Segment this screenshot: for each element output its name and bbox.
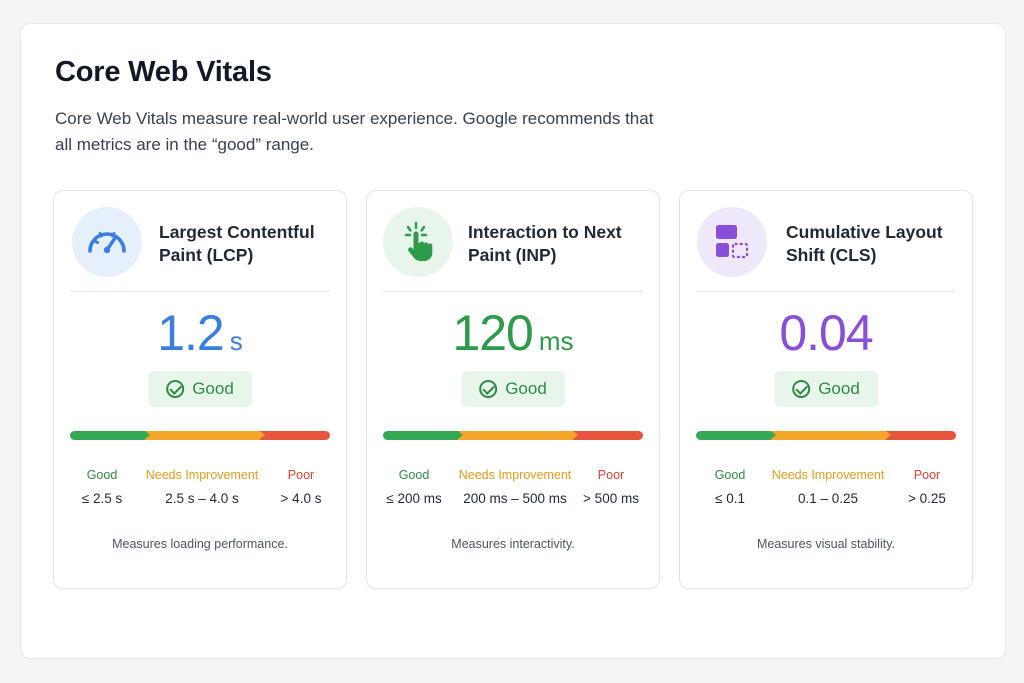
status-label: Good [818, 379, 860, 398]
metric-value: 0.04 [779, 305, 873, 361]
card-footer: Measures loading performance. [112, 537, 288, 551]
bar-divider-arrow [259, 431, 265, 439]
range-value-needs-improvement: 0.1 – 0.25 [797, 491, 859, 506]
card-footer: Measures interactivity. [451, 537, 575, 551]
speedometer-icon [72, 207, 142, 277]
threshold-bar [696, 431, 956, 440]
range-value-poor: > 0.25 [908, 491, 946, 506]
range-label-good: Good [398, 468, 430, 482]
bar-divider-arrow [572, 431, 578, 439]
range-good: Good ≤ 200 ms [379, 467, 449, 508]
card-title: Interaction to Next Paint (INP) [468, 222, 622, 265]
range-label-poor: Poor [597, 468, 625, 482]
divider [383, 291, 643, 292]
range-needs-improvement: Needs Improvement 2.5 s – 4.0 s [140, 467, 264, 508]
metric-value: 1.2 [157, 305, 225, 361]
range-label-needs-improvement: Needs Improvement [458, 468, 572, 482]
range-good: Good ≤ 0.1 [700, 467, 760, 508]
bar-divider-arrow [885, 431, 891, 439]
bar-poor-segment [572, 431, 643, 440]
bar-good-segment [383, 431, 459, 440]
range-poor: Poor > 4.0 s [268, 467, 334, 508]
metric: 0.04 [680, 304, 972, 362]
range-label-good: Good [714, 468, 746, 482]
metric-value: 120 [452, 305, 533, 361]
pointer-click-icon [383, 207, 453, 277]
range-label-needs-improvement: Needs Improvement [145, 468, 259, 482]
range-poor: Poor > 500 ms [573, 467, 649, 508]
range-poor: Poor > 0.25 [894, 467, 960, 508]
range-needs-improvement: Needs Improvement 200 ms – 500 ms [453, 467, 577, 508]
card-title: Cumulative Layout Shift (CLS) [786, 222, 943, 265]
bar-poor-segment [885, 431, 956, 440]
metric: 1.2 s [54, 304, 346, 362]
layout-shift-icon [697, 207, 767, 277]
range-label-needs-improvement: Needs Improvement [771, 468, 885, 482]
range-value-poor: > 4.0 s [280, 491, 322, 506]
divider [696, 291, 956, 292]
range-good: Good ≤ 2.5 s [72, 467, 132, 508]
card-cls: Cumulative Layout Shift (CLS) 0.04 Good … [679, 190, 973, 589]
bar-needs-improvement-segment [771, 431, 886, 440]
range-label-poor: Poor [287, 468, 315, 482]
range-value-needs-improvement: 2.5 s – 4.0 s [165, 491, 239, 506]
metric: 120 ms [367, 304, 659, 362]
status-badge: Good [774, 371, 878, 407]
threshold-bar [383, 431, 643, 440]
core-web-vitals-panel: Core Web Vitals Core Web Vitals measure … [20, 23, 1006, 659]
check-circle-icon [792, 380, 811, 398]
status-label: Good [192, 379, 234, 398]
bar-good-segment [70, 431, 146, 440]
bar-needs-improvement-segment [458, 431, 573, 440]
range-label-good: Good [86, 468, 118, 482]
metric-unit: ms [538, 326, 574, 356]
range-value-good: ≤ 200 ms [386, 491, 442, 506]
range-value-good: ≤ 2.5 s [81, 491, 123, 506]
range-label-poor: Poor [913, 468, 941, 482]
card-title: Largest Contentful Paint (LCP) [159, 222, 315, 265]
bar-poor-segment [259, 431, 330, 440]
check-circle-icon [479, 380, 498, 398]
divider [70, 291, 330, 292]
bar-needs-improvement-segment [145, 431, 260, 440]
range-needs-improvement: Needs Improvement 0.1 – 0.25 [766, 467, 890, 508]
check-circle-icon [166, 380, 185, 398]
range-value-poor: > 500 ms [583, 491, 639, 506]
page-title: Core Web Vitals [55, 56, 272, 88]
status-label: Good [505, 379, 547, 398]
bar-divider-arrow [771, 431, 777, 439]
threshold-bar [70, 431, 330, 440]
bar-divider-arrow [458, 431, 464, 439]
status-badge: Good [461, 371, 565, 407]
card-lcp: Largest Contentful Paint (LCP) 1.2 s Good… [53, 190, 347, 589]
card-inp: Interaction to Next Paint (INP) 120 ms Go… [366, 190, 660, 589]
metric-unit: s [229, 326, 243, 356]
page-description: Core Web Vitals measure real-world user … [55, 109, 654, 154]
status-badge: Good [148, 371, 252, 407]
bar-good-segment [696, 431, 772, 440]
range-value-needs-improvement: 200 ms – 500 ms [463, 491, 567, 506]
bar-divider-arrow [145, 431, 151, 439]
card-footer: Measures visual stability. [756, 537, 895, 551]
range-value-good: ≤ 0.1 [715, 491, 745, 506]
